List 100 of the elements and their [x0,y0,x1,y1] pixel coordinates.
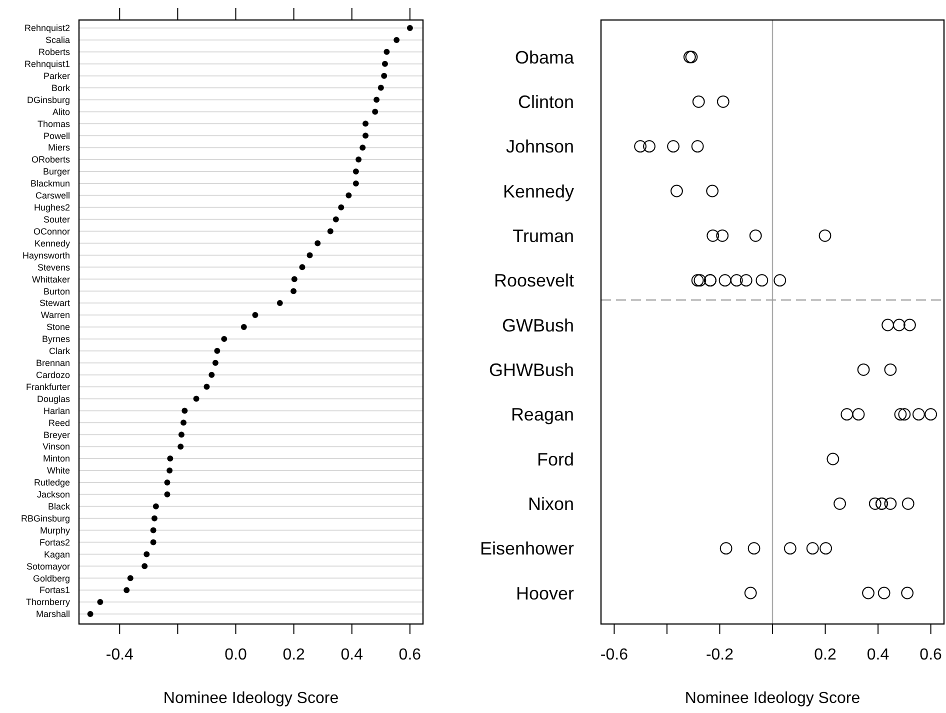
point [299,264,306,270]
point [360,144,366,151]
y-tick-label: Murphy [40,525,70,536]
x-tick-label: -0.2 [706,646,734,664]
point [193,396,200,402]
point [204,384,210,390]
y-tick-label: Stevens [37,262,70,272]
point [384,48,390,55]
point [150,527,156,534]
y-tick-label: Byrnes [42,334,70,344]
point [178,432,184,438]
y-tick-label: Alito [52,106,70,117]
y-tick-label: Harlan [43,406,70,416]
y-tick-label: Bork [51,82,70,93]
text: 0.0 [224,646,247,664]
y-tick-label: Miers [48,142,70,153]
y-tick-label: Carswell [35,190,70,201]
point [152,503,159,510]
point [212,360,218,366]
y-tick-label: Parker [43,70,70,81]
y-tick-label: Kennedy [502,181,574,202]
point [142,563,148,570]
point [306,252,313,258]
y-tick-label: Thomas [37,118,70,129]
x-tick-label: 0.6 [398,646,422,664]
point [291,276,298,282]
y-tick-label: Minton [42,454,70,464]
y-tick-label: Truman [512,226,574,246]
y-tick-label: Thornberry [26,597,70,608]
point [332,216,339,222]
y-tick-label: Vinson [42,442,70,452]
x-tick-label: 0.4 [340,646,364,664]
y-tick-label: Whittaker [32,274,70,284]
y-tick-label: Stewart [39,298,70,308]
y-tick-label: GHWBush [488,360,574,380]
x-tick-label: -0.4 [106,646,134,664]
y-tick-label: Rehnquist2 [24,23,70,34]
x-tick-label: 0.4 [866,646,890,664]
x-tick-label: 0.6 [920,646,942,664]
point [352,168,359,175]
y-tick-label: Obama [514,47,575,68]
y-tick-label: ORoberts [31,154,70,165]
point [127,575,134,582]
y-tick-label: Roberts [38,47,70,58]
point [394,36,400,43]
y-tick-label: Rehnquist1 [24,59,70,70]
point [378,84,384,91]
x-axis-title: Nominee Ideology Score [684,690,860,707]
point [151,515,158,522]
point [338,204,344,210]
point [208,372,215,378]
y-tick-label: Fortas2 [39,537,70,548]
y-tick-label: Burger [42,166,70,177]
y-tick-label: Nixon [528,494,574,514]
point [346,192,352,198]
point [356,156,362,163]
x-tick-label: -0.6 [600,646,628,664]
point [144,551,150,558]
y-tick-label: Clark [48,346,70,356]
y-tick-label: Hughes2 [34,202,70,213]
y-tick-label: Breyer [43,430,70,440]
x-tick-label: 0.2 [282,646,306,664]
x-tick-label: 0.2 [814,646,836,664]
y-tick-label: Brennan [36,358,70,368]
y-tick-label: Hoover [516,583,574,604]
point [252,312,258,318]
point [381,72,388,79]
y-tick-label: Marshall [36,609,70,620]
y-tick-label: Kennedy [34,238,70,248]
y-tick-label: Cardozo [36,370,70,380]
y-tick-label: Powell [43,130,70,141]
point [214,348,220,354]
y-tick-label: Rutledge [34,478,70,488]
y-tick-label: Reed [48,418,70,428]
point [314,240,321,246]
point [374,96,380,103]
y-tick-label: Clinton [518,92,574,112]
point [167,456,174,462]
point [327,228,334,234]
point [372,108,378,115]
y-tick-label: Stone [46,322,70,332]
point [97,599,104,606]
y-tick-label: Douglas [36,394,70,404]
point [124,587,130,594]
y-tick-label: Burton [43,286,70,296]
y-tick-label: Eisenhower [480,538,574,559]
y-tick-label: Fortas1 [39,585,70,596]
y-tick-label: Roosevelt [494,270,574,291]
y-tick-label: Goldberg [32,573,70,584]
point [164,491,170,498]
point [150,539,156,546]
y-tick-label: Haynsworth [22,250,70,260]
point [382,60,388,67]
y-tick-label: Warren [40,310,70,320]
point [166,467,173,474]
y-tick-label: DGinsburg [26,94,70,105]
y-tick-label: Reagan [510,404,574,425]
point [362,120,369,127]
point [87,611,94,617]
y-tick-label: Scalia [45,35,70,46]
